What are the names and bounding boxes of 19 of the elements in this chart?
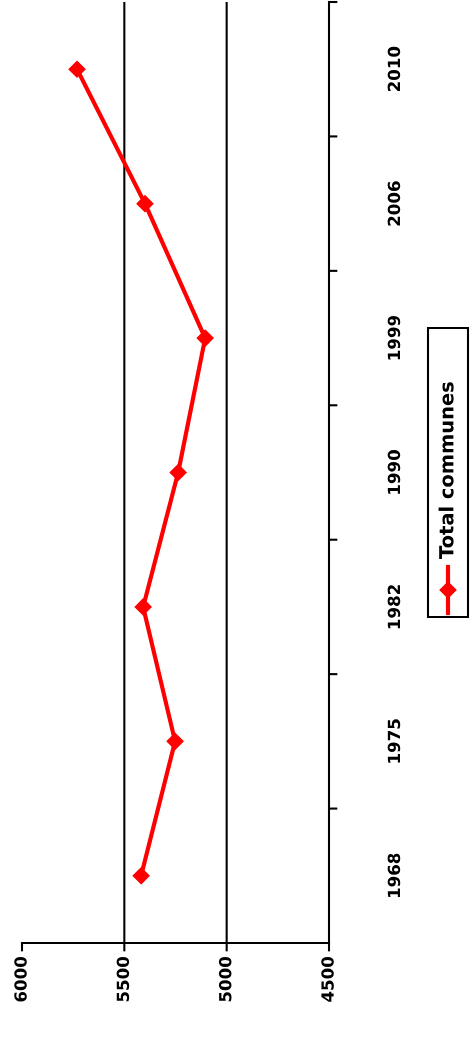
point	[196, 329, 214, 347]
y-tick-label: 1968	[387, 853, 401, 898]
y-tick-label: 1999	[387, 315, 401, 360]
point	[169, 463, 187, 482]
y-tick-label: 2010	[387, 46, 401, 92]
x-tick-label: 4500	[321, 956, 334, 1002]
x-tick-label: 5000	[218, 956, 232, 1002]
point	[136, 195, 154, 213]
point	[68, 60, 86, 78]
point	[166, 732, 184, 750]
text: Total communes	[438, 382, 454, 559]
point	[132, 867, 150, 885]
y-tick-label: 1975	[387, 719, 401, 763]
point	[134, 598, 152, 616]
y-tick-label: 1990	[387, 450, 401, 494]
x-tick-label: 5500	[116, 956, 130, 1002]
y-tick-label: 1982	[387, 585, 401, 629]
y-tick-label: 2006	[387, 181, 401, 226]
x-tick-label: 6000	[14, 956, 27, 1002]
